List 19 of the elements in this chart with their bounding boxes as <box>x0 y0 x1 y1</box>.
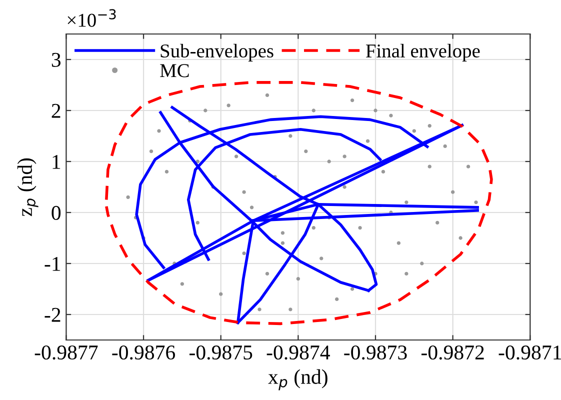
legend-label: Sub-envelopes <box>160 44 274 62</box>
y-tick-label: 1 <box>52 154 60 169</box>
x-tick-label: -0.9874 <box>266 345 330 360</box>
legend-label: MC <box>160 64 189 78</box>
y-axis-title: z$_{p}$ (nd) <box>17 158 38 216</box>
x-axis-title: x$_{p}$ (nd) <box>268 369 328 390</box>
x-tick-label: -0.9876 <box>112 345 176 360</box>
x-tick-label: -0.9872 <box>421 345 484 360</box>
y-tick-label: 3 <box>52 52 61 67</box>
x-tick-label: -0.9871 <box>498 345 561 360</box>
legend-label: Final envelope <box>366 44 480 62</box>
x-tick-label: -0.9877 <box>34 345 98 360</box>
y-tick-label: 2 <box>52 104 60 118</box>
y-tick-label: 0 <box>52 206 61 220</box>
y-tick-label: -2 <box>44 308 60 322</box>
x-tick-label: -0.9873 <box>344 345 407 360</box>
y-tick-label: -1 <box>44 256 60 271</box>
x-tick-label: -0.9875 <box>190 345 252 360</box>
text: ×10$^{−3}$ <box>68 9 116 27</box>
